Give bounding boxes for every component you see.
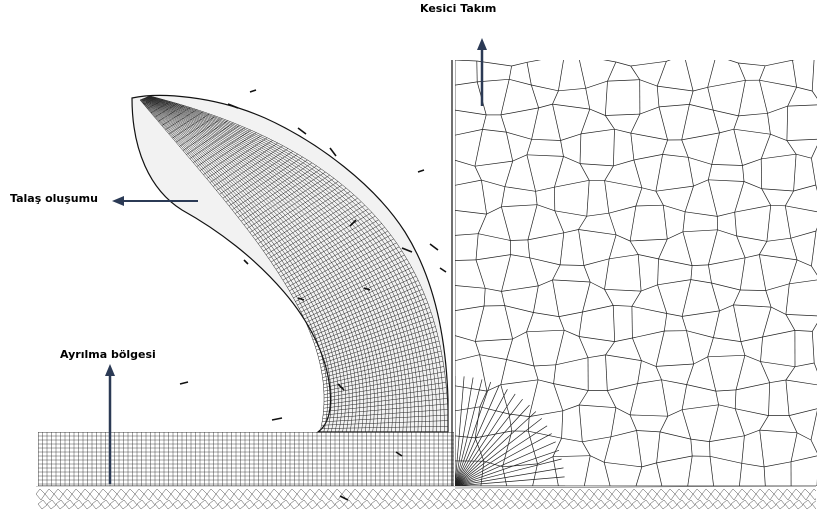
chip-formation-label: Talaş oluşumu xyxy=(10,192,98,205)
arrow-cutting-tool xyxy=(477,38,487,106)
base-mesh xyxy=(36,486,816,510)
arrow-chip-formation xyxy=(112,196,198,206)
tool-mesh xyxy=(455,60,817,486)
arrow-separation-zone xyxy=(105,364,115,484)
workpiece-mesh xyxy=(38,432,454,486)
debris-fragments xyxy=(179,89,447,501)
separation-zone-label: Ayrılma bölgesi xyxy=(60,348,156,361)
cutting-tool-label: Kesici Takım xyxy=(420,2,497,15)
chip-mesh xyxy=(131,94,449,433)
